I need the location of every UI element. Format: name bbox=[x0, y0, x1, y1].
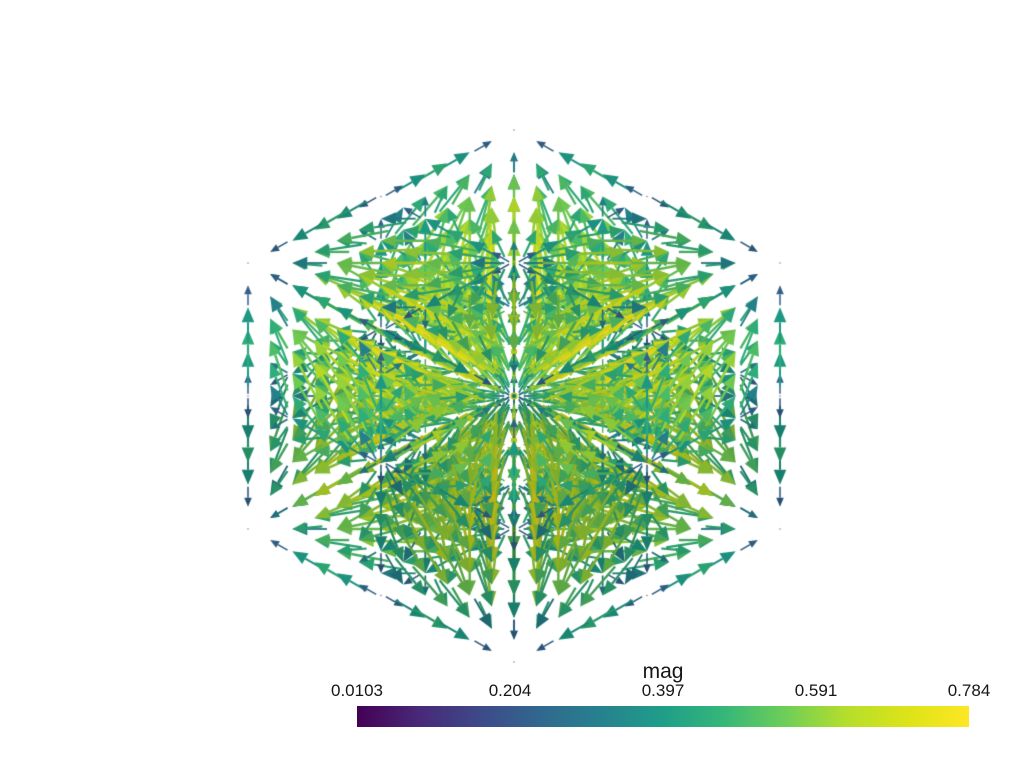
colorbar-tick-label: 0.591 bbox=[794, 681, 838, 700]
colorbar-tick-label: 0.204 bbox=[488, 681, 532, 700]
colorbar-tick-label: 0.397 bbox=[641, 681, 685, 700]
colorbar-tick-label: 0.0103 bbox=[331, 681, 383, 700]
colorbar-tick-label: 0.784 bbox=[947, 681, 991, 700]
colorbar-title: mag bbox=[642, 660, 684, 683]
colorbar: mag 0.0103 0.204 0.397 0.591 0.784 bbox=[331, 661, 990, 727]
colorbar-ticks: 0.0103 0.204 0.397 0.591 0.784 bbox=[331, 681, 990, 701]
colorbar-gradient bbox=[357, 706, 969, 727]
